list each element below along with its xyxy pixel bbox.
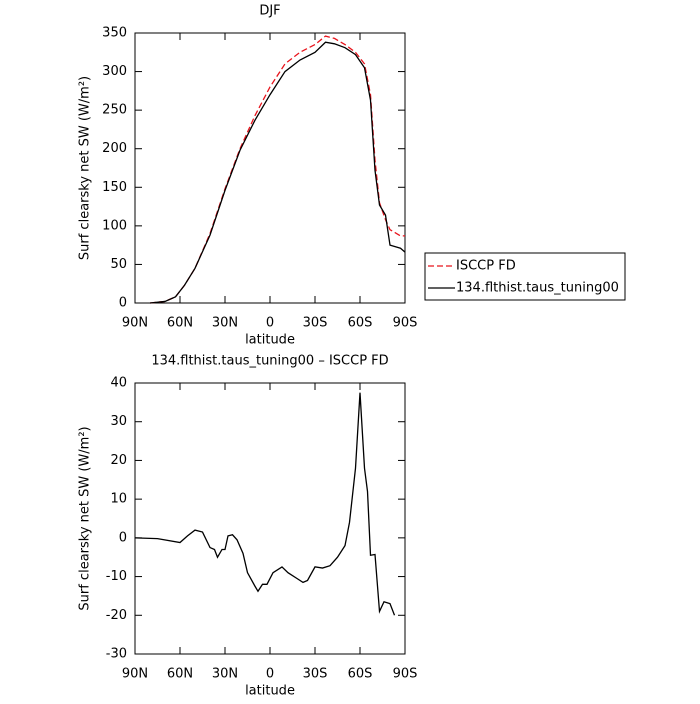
x-tick-label: 60S [348,667,373,682]
x-axis-label: latitude [245,333,295,348]
x-axis-label: latitude [245,684,295,699]
y-tick-label: 200 [102,141,127,156]
x-tick-label: 30S [303,667,328,682]
y-tick-label: 100 [102,218,127,233]
data-line [149,35,405,304]
x-tick-label: 60N [167,316,193,331]
y-tick-label: -30 [106,647,127,662]
y-tick-label: -20 [106,608,127,623]
x-tick-label: 90S [393,316,418,331]
y-axis-label: Surf clearsky net SW (W/m²) [78,76,93,260]
y-tick-label: 0 [119,296,127,311]
y-tick-label: 250 [102,103,127,118]
y-tick-label: 150 [102,180,127,195]
x-tick-label: 90S [393,667,418,682]
y-tick-label: 40 [110,376,127,391]
data-line [134,392,396,616]
y-tick-label: 20 [110,453,127,468]
x-tick-label: 30N [212,316,238,331]
chart-title: 134.flthist.taus_tuning00 – ISCCP FD [151,354,388,369]
legend-label: ISCCP FD [456,259,516,274]
y-tick-label: 0 [119,530,127,545]
legend-label: 134.flthist.taus_tuning00 [456,281,619,296]
x-tick-label: 0 [266,667,274,682]
x-tick-label: 30N [212,667,238,682]
y-tick-label: 300 [102,64,127,79]
y-tick-label: -10 [106,569,127,584]
plot-frame [134,382,406,655]
chart-title: DJF [259,4,280,19]
data-line [149,41,406,304]
y-tick-label: 350 [102,26,127,41]
x-tick-label: 60S [348,316,373,331]
y-axis-label: Surf clearsky net SW (W/m²) [78,426,93,610]
x-tick-label: 0 [266,316,274,331]
x-tick-label: 60N [167,667,193,682]
x-tick-label: 90N [122,316,148,331]
x-tick-label: 30S [303,316,328,331]
legend-box [424,252,626,301]
y-tick-label: 30 [110,414,127,429]
y-tick-label: 50 [110,257,127,272]
plot-frame [134,32,406,304]
x-tick-label: 90N [122,667,148,682]
y-tick-label: 10 [110,492,127,507]
